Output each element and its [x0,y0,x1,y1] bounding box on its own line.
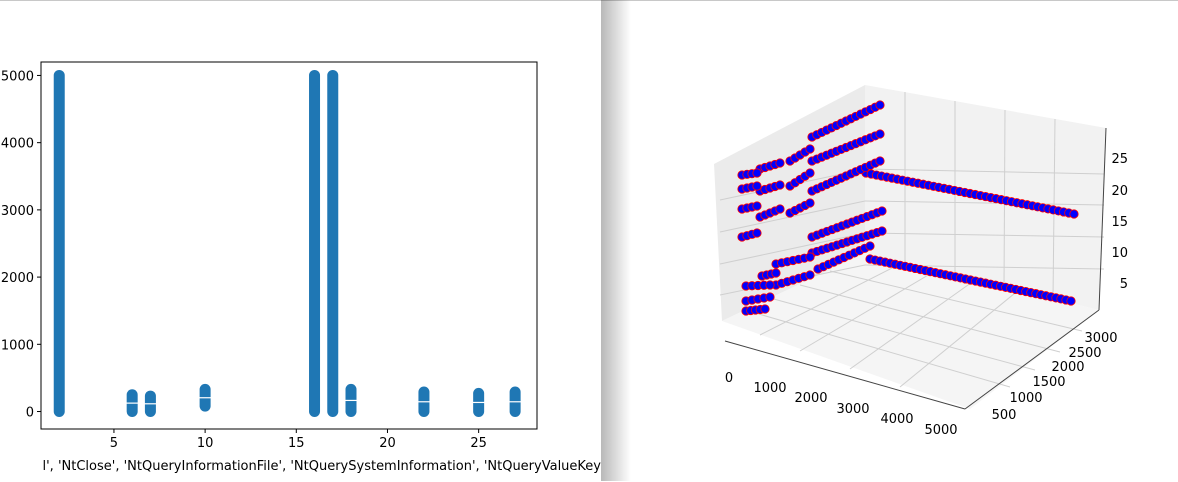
x-tick-label: 2000 [794,391,827,406]
scatter-point [865,241,875,251]
x-tick-label: 10 [197,436,214,451]
y-axis-line [964,309,1100,410]
grid-line [744,309,1011,388]
scatter-plot-2d: 5 10 15 20 25 0 1000 2000 3000 4000 5000 l', 'NtClo… [1,61,602,474]
scatter-point [805,198,815,208]
z-tick-label: 20 [1111,184,1128,199]
grid-line [899,288,1021,388]
grid-line [799,270,936,352]
y-tick-label: 2500 [1068,346,1101,361]
grid-line [864,232,1105,238]
scatter-point [877,206,887,216]
z-tick-label: 15 [1111,215,1128,230]
z-tick-label: 25 [1111,152,1128,167]
grid-line [849,279,976,370]
grid-line [799,284,1061,353]
grid-line [719,232,866,265]
x-tick-label: 20 [379,436,396,451]
data-column-6 [345,383,357,418]
grid-line [759,263,901,336]
scatter-point [771,268,781,278]
data-column-7 [417,386,430,418]
scatter-plot-3d: 0100020003000400050005001000150020002500… [714,85,1128,438]
scatter-point [775,204,785,214]
z-axis-line [1098,127,1107,311]
scatter-point [752,201,762,211]
x-tick-label: 3000 [836,402,869,417]
scatter-point [752,168,762,178]
y-tick-label: 1000 [1009,391,1042,406]
y-tick-label: 4000 [1,137,34,152]
scatter-point [875,100,885,110]
z-tick-label: 5 [1120,277,1128,292]
x-tick-label: 4000 [880,412,913,427]
scatter-point [1069,209,1079,219]
x-tick-label: 1000 [753,381,786,396]
data-column-8 [472,387,485,418]
scatter-point [875,129,885,139]
scatter-point [875,156,885,166]
scatter-point [1066,296,1076,306]
x-tick-label: 0 [725,371,733,386]
scatter-plot-3d-window: 0 1000 2000 3000 4000 5000 500 1000 1500 2000 2500… [601,0,1178,482]
scatter-point [775,180,785,190]
y-tick-label: 1500 [1032,375,1065,390]
scatter-point [805,168,815,178]
y-tick-label: 2000 [1,271,34,286]
y-tick-label: 5000 [1,69,34,84]
scatter-point [805,252,815,262]
grid-line [864,168,1105,175]
y-tick-label: 3000 [1084,331,1117,346]
scatter-plot-window: 5 10 15 20 25 0 1000 2000 3000 4000 5000 l', 'NtClo… [0,0,602,474]
x-tick-label: 5000 [924,423,957,438]
grid-line [769,297,1036,371]
y-tick-label: 500 [992,408,1017,423]
x-tick-label: 15 [288,436,305,451]
x-axis-line [724,340,966,410]
y-tick-label: 0 [26,406,34,421]
scatter-point [752,181,762,191]
data-column-9 [509,386,522,418]
y-tick-label: 3000 [1,204,34,219]
y-tick-label: 1000 [1,338,34,353]
grid-line [864,200,1105,206]
floor-pane [722,253,1099,409]
plot-area-frame [40,61,538,430]
grid-line [829,270,1083,332]
x-tick-label: 25 [470,436,487,451]
scatter-point [765,292,775,302]
scatter-point [775,158,785,168]
scatter-point [752,228,762,238]
scatter-point [805,144,815,154]
scatter-point [877,226,887,236]
scatter-point [760,304,770,314]
x-tick-label: 5 [110,436,118,451]
data-column-3 [199,383,212,412]
z-tick-label: 10 [1111,246,1128,261]
data-column-2 [144,390,157,418]
scatter-point [765,280,775,290]
x-axis-label: l', 'NtClose', 'NtQueryInformationFile',… [43,459,602,474]
y-tick-label: 2000 [1051,360,1084,375]
data-points [737,100,1079,316]
scatter-point [805,270,815,280]
data-column-1 [126,389,139,418]
